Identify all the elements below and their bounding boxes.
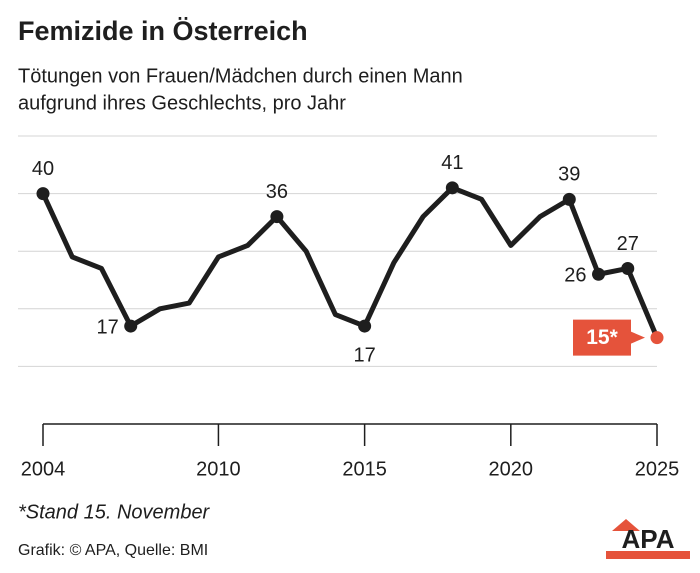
data-label: 41 xyxy=(441,152,463,174)
point xyxy=(650,331,664,345)
x-tick-label: 2004 xyxy=(21,458,66,480)
footnote: *Stand 15. November xyxy=(18,501,211,523)
x-tick-label: 2015 xyxy=(342,458,387,480)
logo: APA xyxy=(622,524,675,554)
point xyxy=(270,210,284,224)
data-label: 36 xyxy=(266,181,288,203)
data-label: 39 xyxy=(558,164,580,186)
data-label: 26 xyxy=(564,265,586,287)
point xyxy=(562,192,576,206)
data-label: 40 xyxy=(32,158,54,180)
point xyxy=(124,319,138,333)
line xyxy=(40,185,660,339)
data-label: 15* xyxy=(586,326,618,349)
x-tick-label: 2010 xyxy=(196,458,241,480)
chart-subtitle: aufgrund ihres Geschlechts, pro Jahr xyxy=(18,92,346,114)
point xyxy=(358,319,372,333)
x-tick-label: 2025 xyxy=(635,458,680,480)
x-tick-label: 2020 xyxy=(489,458,534,480)
data-label: 17 xyxy=(353,344,375,366)
data-label: 27 xyxy=(617,233,639,255)
source: Grafik: © APA, Quelle: BMI xyxy=(18,542,208,559)
logo-mark xyxy=(612,519,640,531)
point xyxy=(592,267,606,281)
logo-bar xyxy=(606,551,690,559)
chart-subtitle: Tötungen von Frauen/Mädchen durch einen … xyxy=(18,65,463,87)
point xyxy=(621,261,635,275)
point xyxy=(36,187,50,201)
point xyxy=(445,181,459,195)
data-label: 17 xyxy=(96,316,118,338)
chart-title: Femizide in Österreich xyxy=(18,16,308,46)
label-box xyxy=(573,319,645,356)
